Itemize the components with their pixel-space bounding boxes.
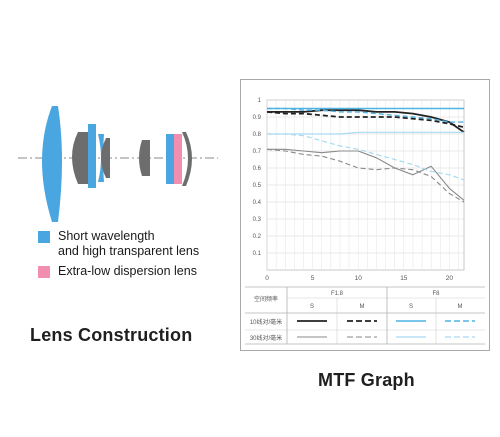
table-row-label-30: 30线对/毫米 (250, 334, 282, 342)
mtf-series-line (267, 133, 465, 181)
lens-element-6 (139, 140, 150, 176)
lens-element-2 (72, 132, 88, 184)
lens-element-9 (182, 132, 192, 186)
lens-element-3 (88, 124, 96, 188)
mtf-graph-title: MTF Graph (318, 370, 415, 390)
mtf-graph-panel: 0.1 0.2 0.3 0.4 0.5 0.6 0.7 0.8 0.9 1 0 5 10 15 20 空间频… (240, 79, 490, 351)
mtf-series-line (266, 111, 465, 129)
legend-label-blue: Short wavelength and high transparent le… (58, 229, 200, 258)
y-tick-label: 0.3 (253, 217, 262, 223)
mtf-series-line (267, 109, 465, 134)
table-sub-s-f8: S (409, 304, 413, 310)
mtf-series-line (267, 131, 464, 135)
legend-label-pink: Extra-low dispersion lens (58, 264, 197, 278)
table-header-frequency: 空间频率 (254, 295, 278, 303)
table-sub-s-f18: S (310, 304, 314, 310)
x-tick-label: 20 (446, 275, 454, 282)
table-sub-m-f18: M (360, 304, 365, 310)
mtf-chart-svg: 0.10.20.30.40.50.60.70.80.910 5 10 15 20 空间频… (245, 98, 485, 345)
y-tick-label: 1 (258, 98, 262, 104)
lens-element-8 (174, 134, 182, 184)
mtf-series-line (267, 148, 465, 201)
legend-item-blue-lens: Short wavelength and high transparent le… (38, 229, 199, 259)
y-tick-label: 0.9 (253, 115, 262, 121)
grid-layer (266, 99, 465, 271)
legend-item-pink-lens: Extra-low dispersion lens (38, 264, 197, 279)
lens-element-5 (101, 138, 110, 178)
legend-table: 空间频率 F1.8 F8 S M S M 10线对/毫米 30线对/毫米 (245, 286, 485, 345)
table-sub-m-f8: M (458, 304, 463, 310)
lens-construction-title: Lens Construction (30, 325, 193, 345)
table-header-f18: F1.8 (331, 291, 344, 297)
blue-square-icon (38, 231, 50, 243)
y-tick-label: 0.8 (253, 132, 262, 138)
y-tick-label: 0.2 (253, 234, 262, 240)
mtf-series-line (267, 107, 464, 123)
x-tick-label: 15 (400, 275, 408, 282)
table-row-label-10: 10线对/毫米 (250, 318, 282, 326)
pink-square-icon (38, 266, 50, 278)
y-tick-label: 0.7 (253, 149, 262, 155)
tick-layer: 0.10.20.30.40.50.60.70.80.910 5 10 15 20 (253, 98, 454, 282)
lens-construction-diagram (18, 106, 218, 222)
mtf-series-line (266, 148, 465, 203)
table-header-f8: F8 (432, 291, 440, 297)
lens-element-1 (42, 106, 62, 222)
y-tick-label: 0.4 (253, 200, 262, 206)
y-tick-label: 0.1 (253, 251, 262, 257)
series-layer (266, 107, 465, 203)
x-tick-label: 5 (311, 275, 315, 282)
lens-element-7 (166, 134, 174, 184)
y-tick-label: 0.5 (253, 183, 262, 189)
x-tick-label: 0 (265, 275, 269, 282)
y-tick-label: 0.6 (253, 166, 262, 172)
x-tick-label: 10 (355, 275, 363, 282)
